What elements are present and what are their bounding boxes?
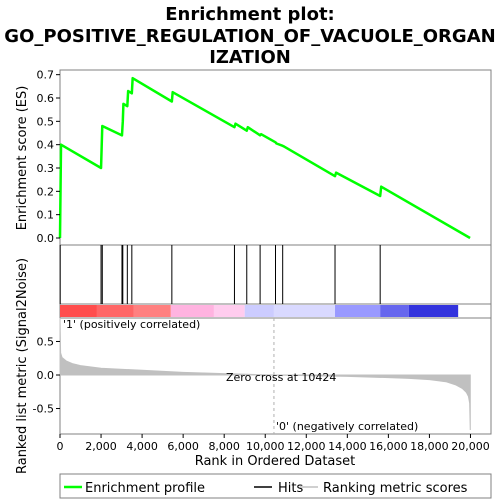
es-y-axis-title: Enrichment score (ES) [15,86,30,231]
x-tick-label: 20,000 [451,440,490,453]
chart-title-line-3: IZATION [209,47,291,68]
es-y-tick-label: 0.4 [37,139,55,152]
x-axis-title: Rank in Ordered Dataset [195,454,356,469]
hit-markers [59,245,381,304]
legend-metric-label: Ranking metric scores [323,481,468,496]
ranking-colour-bar [60,305,459,317]
x-tick-label: 18,000 [410,440,449,453]
x-tick-label: 10,000 [246,440,285,453]
x-tick-label: 0 [57,440,64,453]
metric-y-tick-label: -0.5 [33,403,54,416]
ranking-bar-segment [335,305,381,317]
x-tick-label: 6,000 [167,440,199,453]
x-tick-label: 8,000 [208,440,240,453]
ranking-bar-segment [133,305,171,317]
ranking-bar-segment [244,305,274,317]
ranking-bar-segment [96,305,134,317]
chart-title-line-1: Enrichment plot: [165,4,335,25]
enrichment-profile-curve [58,76,471,240]
metric-y-tick-label: 0.0 [37,369,55,382]
es-y-tick-label: 0.5 [37,115,55,128]
negative-correlation-label: '0' (negatively correlated) [276,420,418,433]
es-y-tick-label: 0.1 [37,209,55,222]
x-tick-label: 14,000 [328,440,367,453]
ranking-bar-segment [380,305,409,317]
ranking-bar-segment [60,305,97,317]
es-y-tick-label: 0.6 [37,92,55,105]
metric-y-axis-title: Ranked list metric (Signal2Noise) [15,258,30,474]
es-y-tick-label: 0.2 [37,185,55,198]
x-tick-label: 12,000 [287,440,326,453]
es-y-tick-label: 0.7 [37,69,55,82]
legend-box [59,473,492,499]
chart-title-line-2: GO_POSITIVE_REGULATION_OF_VACUOLE_ORGAN [4,26,495,47]
legend-enrichment-label: Enrichment profile [85,481,205,496]
zero-cross-label: Zero cross at 10424 [226,371,336,384]
ranking-bar-segment [273,305,336,317]
ranking-bar-segment [408,305,459,317]
positive-correlation-label: '1' (positively correlated) [63,318,200,331]
es-y-tick-label: 0.0 [37,232,55,245]
metric-y-tick-label: 0.5 [37,335,55,348]
ranking-metric-curve [59,317,471,430]
x-tick-label: 4,000 [126,440,158,453]
es-y-tick-label: 0.3 [37,162,55,175]
es-panel-frame [59,69,492,246]
ranking-bar-segment [170,305,214,317]
ranking-metric-area [59,317,471,434]
axis-ticks: 0.0 0.1 0.2 0.3 0.4 0.5 0.6 0.7 0.5 0.0 -0.5 0 2,000… [33,69,490,453]
ranking-bar-segment [213,305,245,317]
x-tick-label: 16,000 [369,440,408,453]
enrichment-profile-line [58,76,471,240]
legend-hits-label: Hits [278,481,303,496]
x-tick-label: 2,000 [85,440,117,453]
